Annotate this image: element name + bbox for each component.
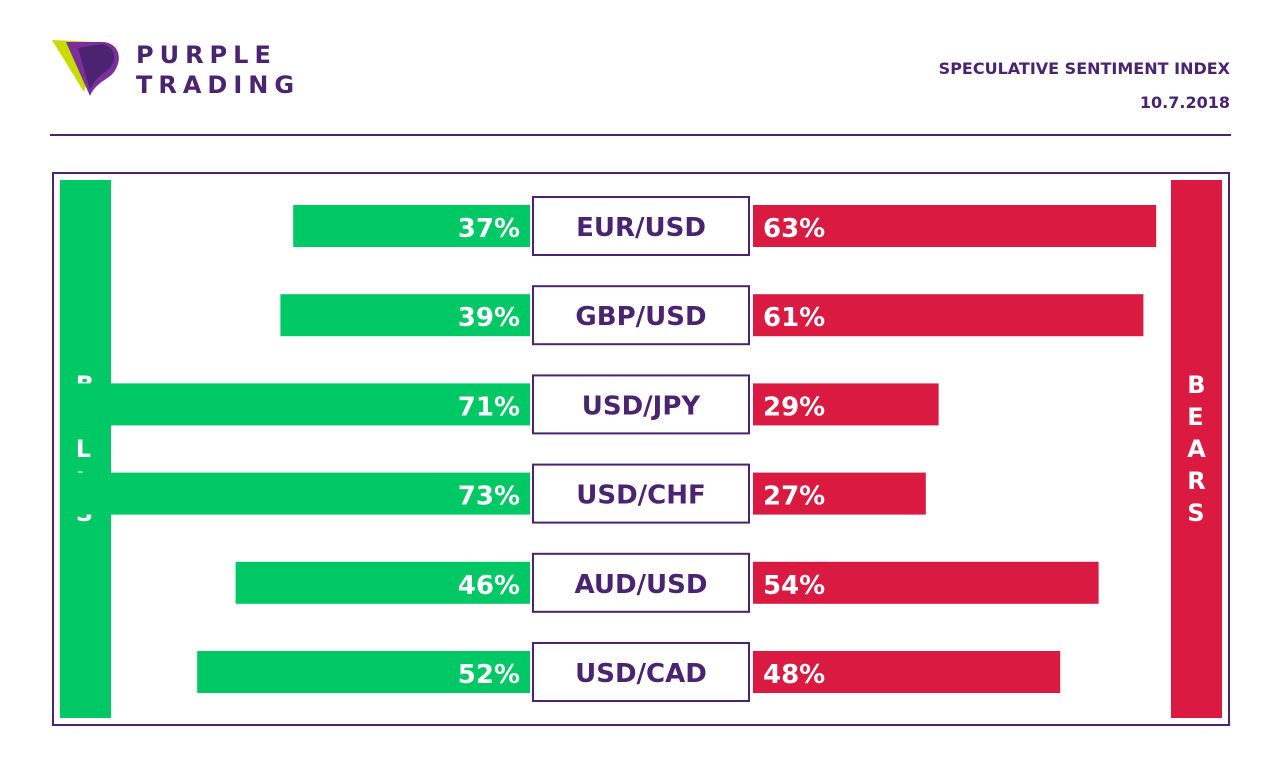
bears-bar-4 [753,561,1099,604]
bears-bar-3 [753,472,926,515]
sentiment-row: USD/CAD 52% 48% [197,642,1061,702]
brand-logo: PURPLE TRADING [52,38,312,102]
bulls-value-label: 73% [458,482,520,512]
sentiment-row: AUD/USD 46% 54% [235,552,1099,613]
bulls-bar-3 [62,472,531,515]
bulls-value-label: 39% [458,303,520,333]
bears-label-letter: S [1187,499,1205,527]
header-divider [50,134,1231,136]
pair-label: USD/JPY [582,391,702,421]
pair-box [532,285,750,346]
bears-value-label: 63% [763,214,825,244]
bulls-label-letter: L [75,435,92,463]
bears-label-letter: B [1187,371,1206,399]
bears-value-label: 54% [763,571,825,601]
bulls-value-label: 37% [458,214,520,244]
sentiment-row: USD/CHF 73% 27% [62,463,926,524]
pair-box [532,196,750,256]
bears-bar-0 [753,205,1157,247]
logo-mark-icon [52,40,119,96]
header: SPECULATIVE SENTIMENT INDEX 10.7.2018 [939,58,1230,114]
bulls-bar-4 [235,561,530,604]
pair-label: AUD/USD [575,570,708,600]
bears-label-letter: E [1187,403,1204,431]
brand-line-1: PURPLE [136,41,277,69]
bulls-bar-1 [280,294,530,337]
pair-box [532,552,750,613]
bears-value-label: 29% [763,392,825,422]
report-date: 10.7.2018 [1139,93,1230,112]
sentiment-row: GBP/USD 39% 61% [280,285,1144,346]
bulls-value-label: 52% [458,660,520,690]
page-title: SPECULATIVE SENTIMENT INDEX [938,59,1230,78]
pair-label: EUR/USD [576,213,706,243]
pair-box [532,374,750,435]
pair-box [532,642,750,702]
bears-bar-1 [753,294,1144,337]
bulls-bar-5 [197,651,530,693]
bulls-bar-0 [293,205,530,247]
brand-line-2: TRADING [136,71,301,99]
bulls-value-label: 46% [458,571,520,601]
bulls-bar-2 [75,383,530,426]
pair-label: USD/CAD [575,659,707,689]
bears-value-label: 48% [763,660,825,690]
pair-box [532,463,750,524]
sentiment-row: USD/JPY 71% 29% [75,374,939,435]
pair-label: GBP/USD [575,302,706,332]
bears-label-letter: R [1187,467,1206,495]
bears-label-letter: A [1187,435,1206,463]
chart-frame [52,172,1230,726]
brand-wordmark: PURPLE TRADING [136,40,300,100]
bears-bar-2 [753,383,939,426]
bears-value-label: 61% [763,303,825,333]
bulls-value-label: 71% [458,392,520,422]
sentiment-row: EUR/USD 37% 63% [293,196,1157,256]
bears-bar-5 [753,651,1061,693]
pair-label: USD/CHF [576,481,706,511]
bears-value-label: 27% [763,482,825,512]
